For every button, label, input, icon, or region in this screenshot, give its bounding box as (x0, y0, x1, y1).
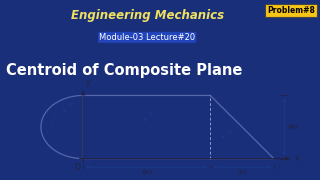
Text: g₁: g₁ (226, 128, 233, 134)
Text: 3m: 3m (236, 169, 248, 175)
Text: Centroid of Composite Plane: Centroid of Composite Plane (6, 63, 243, 78)
Text: g₃: g₃ (68, 101, 75, 107)
Text: Engineering Mechanics: Engineering Mechanics (71, 9, 224, 22)
Text: Problem#8: Problem#8 (267, 6, 315, 15)
Text: O: O (74, 163, 80, 172)
Text: x: x (295, 154, 300, 163)
Text: y: y (85, 78, 90, 87)
Text: R = 2m: R = 2m (47, 113, 58, 135)
Text: 6m: 6m (141, 169, 152, 175)
Text: Module-03 Lecture#20: Module-03 Lecture#20 (99, 33, 195, 42)
Text: g₂: g₂ (148, 111, 155, 117)
Text: 4m: 4m (288, 124, 299, 130)
